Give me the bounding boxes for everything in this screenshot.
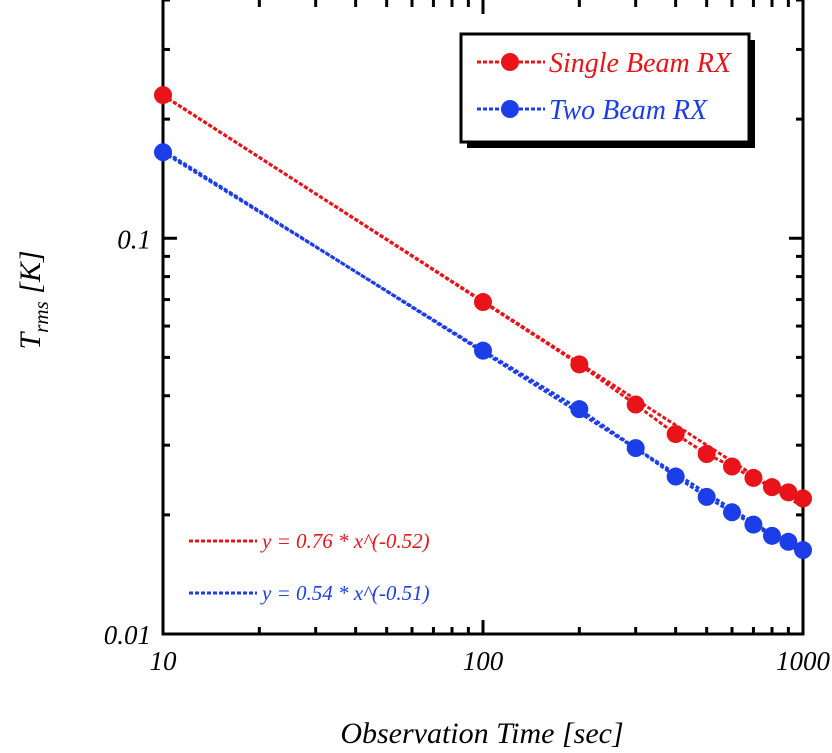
data-point xyxy=(697,487,716,506)
data-point xyxy=(474,293,492,312)
legend-marker xyxy=(501,100,519,118)
y-tick-label: 0.1 xyxy=(117,224,151,254)
data-point xyxy=(762,526,781,545)
data-point xyxy=(666,467,685,486)
legend-label: Single Beam RX xyxy=(549,48,732,79)
x-axis-title: Observation Time [sec] xyxy=(340,717,623,750)
data-point xyxy=(570,400,589,419)
data-point xyxy=(794,541,812,560)
data-point xyxy=(697,444,716,463)
data-point xyxy=(794,489,812,508)
fit-legend-label: y = 0.54 * x^(-0.51) xyxy=(260,581,430,605)
data-point xyxy=(723,457,742,476)
legend: Single Beam RX Two Beam RX xyxy=(459,32,755,148)
legend-label: Two Beam RX xyxy=(549,95,708,126)
axis-ticks xyxy=(161,0,803,636)
data-point xyxy=(570,355,589,374)
x-tick-label: 1000 xyxy=(776,646,831,676)
tick-labels: 10 100 1000 0.01 0.1 xyxy=(104,224,831,676)
data-point xyxy=(666,425,685,444)
y-axis-title-main: T xyxy=(14,331,47,350)
y-axis-title-unit: [K] xyxy=(14,250,47,301)
x-tick-label: 10 xyxy=(150,646,178,676)
data-point xyxy=(154,86,172,105)
y-axis-title-sub: rms xyxy=(29,301,53,333)
data-point xyxy=(723,503,742,522)
data-point xyxy=(779,532,798,551)
data-point xyxy=(626,395,645,414)
fit-lines xyxy=(162,94,804,556)
plot-area xyxy=(154,0,812,636)
data-point xyxy=(744,515,763,534)
legend-box xyxy=(459,32,751,144)
fit-legend-label: y = 0.76 * x^(-0.52) xyxy=(260,529,430,553)
y-axis-title: Trms [K] xyxy=(14,250,53,349)
data-points xyxy=(154,86,812,560)
y-tick-label: 0.01 xyxy=(104,620,151,650)
data-point xyxy=(474,341,492,360)
data-point xyxy=(154,143,172,162)
x-tick-label: 100 xyxy=(463,646,504,676)
legend-marker xyxy=(501,53,519,71)
fit-legend: y = 0.76 * x^(-0.52) y = 0.54 * x^(-0.51) xyxy=(189,529,430,605)
data-point xyxy=(779,483,798,502)
data-point xyxy=(626,439,645,458)
data-point xyxy=(744,468,763,487)
data-point xyxy=(762,478,781,497)
